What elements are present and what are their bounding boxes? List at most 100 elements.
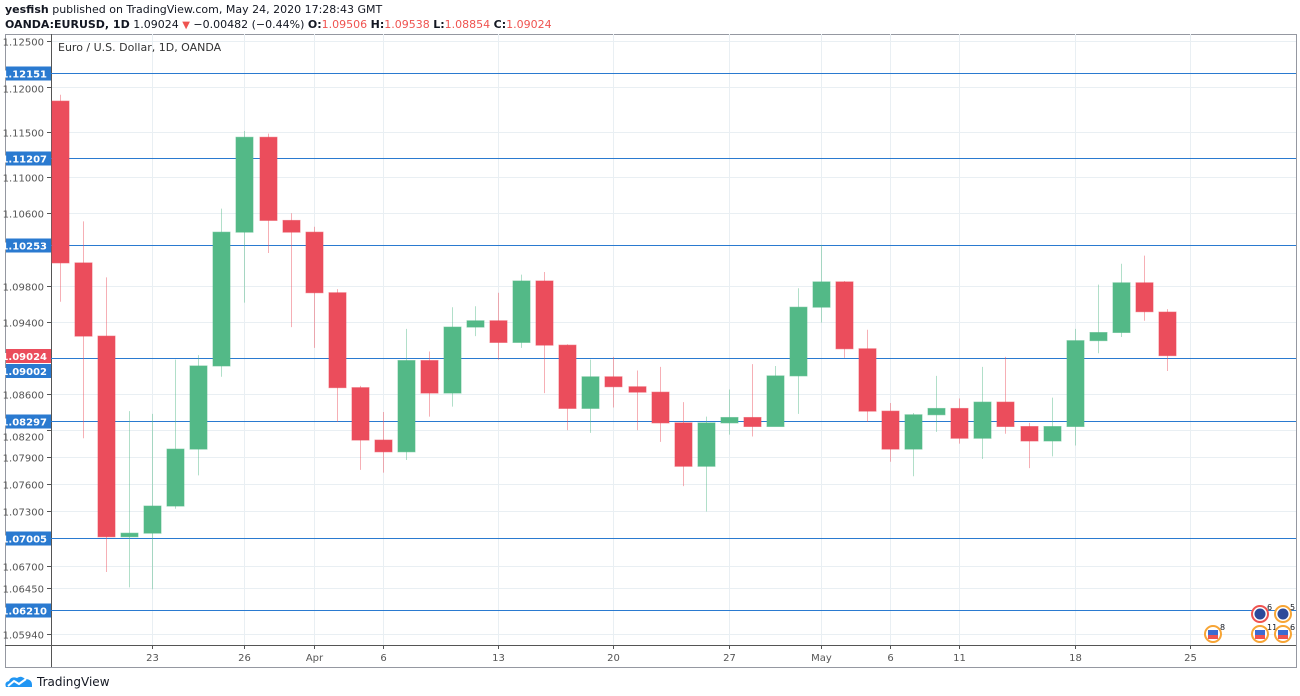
x-tick-label: 25 (1184, 653, 1197, 664)
event-count: 11 (1267, 623, 1277, 632)
candle-body-down (489, 320, 508, 343)
high-value: 1.09538 (384, 18, 430, 31)
candle-body-up (120, 532, 139, 538)
publish-text: published on TradingView.com, May 24, 20… (52, 3, 383, 16)
y-tick-label: 1.08200 (3, 433, 44, 444)
candle-body-up (973, 401, 992, 439)
cloud-logo-icon (5, 676, 32, 687)
tradingview-logo[interactable]: TradingView (4, 675, 110, 689)
y-tick-label: 1.05940 (3, 631, 44, 642)
last-price: 1.09024 (133, 18, 179, 31)
candle-body-up (1066, 340, 1085, 428)
y-tick-label: 1.09400 (3, 319, 44, 330)
level-price-label: 1.06210 (1, 607, 47, 618)
x-tick-label: 26 (238, 653, 251, 664)
level-price-tag (6, 364, 51, 378)
y-tick-label: 1.08600 (3, 391, 44, 402)
candle-body-down (420, 360, 439, 394)
level-price-label: 1.07005 (1, 535, 47, 546)
candle-body-down (651, 391, 670, 424)
close-label: C: (493, 18, 507, 31)
level-price-tag (6, 238, 51, 253)
y-tick-label: 1.06450 (3, 585, 44, 596)
candle-body-down (558, 344, 577, 409)
us-flag-icon (1278, 630, 1288, 635)
candle-body-up (812, 281, 831, 308)
candle-body-down (282, 219, 301, 233)
candle-body-down (374, 439, 393, 453)
level-price-label: 1.10253 (1, 242, 47, 253)
y-tick-label: 1.07600 (3, 481, 44, 492)
candle-body-up (512, 280, 531, 343)
candle-body-up (927, 407, 946, 416)
current-price-tag (6, 349, 51, 363)
candle-body-up (904, 414, 923, 450)
high-label: H: (370, 18, 385, 31)
open-label: O: (307, 18, 322, 31)
y-tick-label: 1.09800 (3, 283, 44, 294)
candle-body-up (166, 448, 185, 507)
candle-body-down (1020, 426, 1039, 442)
open-value: 1.09506 (321, 18, 368, 31)
candle-body-down (97, 335, 116, 538)
candle-body-down (259, 136, 278, 221)
us-flag-stripes (1278, 635, 1288, 639)
us-flag-stripes (1255, 635, 1265, 639)
candle-body-down (628, 386, 647, 393)
x-tick-label: 6 (380, 653, 386, 664)
candle-body-down (535, 280, 554, 346)
y-tick-label: 1.10600 (3, 210, 44, 221)
x-tick-label: 23 (146, 653, 159, 664)
chart-title: Euro / U.S. Dollar, 1D, OANDA (58, 41, 222, 54)
candle-body-down (351, 387, 370, 441)
candle-body-down (835, 281, 854, 350)
candle-body-down (1158, 311, 1177, 357)
candle-body-down (604, 376, 623, 388)
x-tick-label: 18 (1069, 653, 1082, 664)
x-tick-label: 20 (607, 653, 620, 664)
y-tick-label: 1.07900 (3, 454, 44, 465)
down-triangle-icon: ▼ (182, 20, 190, 31)
candle-body-up (1043, 426, 1062, 442)
close-value: 1.09024 (506, 18, 552, 31)
level-price-tag (6, 531, 51, 546)
level-price-tag (6, 66, 51, 81)
brand-name: TradingView (37, 675, 110, 689)
x-tick-label: 11 (953, 653, 966, 664)
us-flag-icon (1255, 630, 1265, 635)
y-tick-label: 1.12000 (3, 85, 44, 96)
level-price-tag (6, 151, 51, 166)
event-count: 6 (1267, 603, 1272, 612)
event-count: 6 (1290, 623, 1295, 632)
x-tick-label: 27 (723, 653, 736, 664)
candle-body-up (212, 231, 231, 367)
candle-body-up (443, 326, 462, 394)
publish-info: yesfish published on TradingView.com, Ma… (5, 3, 382, 16)
level-price-tag (6, 603, 51, 618)
candle-body-down (328, 292, 347, 389)
chart-frame (5, 34, 1297, 668)
level-price-tag (6, 414, 51, 429)
low-label: L: (433, 18, 445, 31)
y-tick-label: 1.11000 (3, 174, 44, 185)
event-count: 8 (1220, 623, 1225, 632)
x-tick-label: Apr (306, 653, 324, 664)
level-price-label: 1.11207 (1, 155, 47, 166)
candle-body-down (674, 422, 693, 467)
candle-body-down (858, 348, 877, 412)
candle-body-up (397, 360, 416, 453)
low-value: 1.08854 (444, 18, 491, 31)
level-price-label: 1.09002 (1, 367, 47, 378)
candle-body-down (881, 410, 900, 450)
candle-body-up (766, 375, 785, 428)
y-tick-label: 1.07300 (3, 508, 44, 519)
candle-body-up (235, 136, 254, 233)
candle-body-down (996, 401, 1015, 428)
event-count: 5 (1290, 603, 1295, 612)
author: yesfish (5, 3, 49, 16)
us-flag-icon (1208, 630, 1218, 635)
candle-body-up (720, 416, 739, 424)
x-tick-label: 6 (887, 653, 893, 664)
candle-body-down (305, 231, 324, 294)
